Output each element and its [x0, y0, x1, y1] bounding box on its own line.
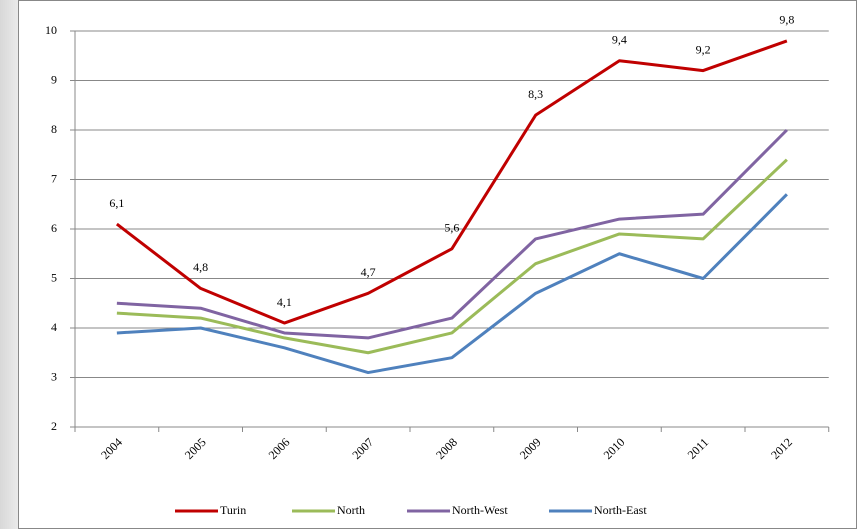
y-tick-label: 5	[51, 270, 57, 284]
y-tick-label: 8	[51, 122, 57, 136]
legend-label: North-East	[594, 503, 647, 517]
legend-label: North-West	[452, 503, 508, 517]
legend-label: North	[337, 503, 365, 517]
legend-label: Turin	[220, 503, 246, 517]
data-label: 4,7	[361, 265, 376, 279]
data-label: 9,8	[779, 13, 794, 27]
series-line	[116, 128, 788, 340]
y-tick-label: 7	[51, 171, 57, 185]
data-label: 4,1	[277, 295, 292, 309]
series-line	[116, 193, 788, 375]
y-tick-label: 3	[51, 369, 57, 383]
series-line	[115, 39, 788, 325]
data-label: 9,4	[612, 32, 627, 46]
data-label: 9,2	[696, 42, 711, 56]
data-label: 4,8	[193, 260, 208, 274]
y-tick-label: 10	[45, 23, 57, 37]
y-tick-label: 6	[51, 221, 57, 235]
y-tick-label: 4	[51, 320, 57, 334]
data-label: 5,6	[444, 221, 459, 235]
series-line	[116, 158, 788, 355]
y-tick-label: 9	[51, 72, 57, 86]
y-tick-label: 2	[51, 419, 57, 433]
data-label: 8,3	[528, 87, 543, 101]
data-label: 6,1	[109, 196, 124, 210]
